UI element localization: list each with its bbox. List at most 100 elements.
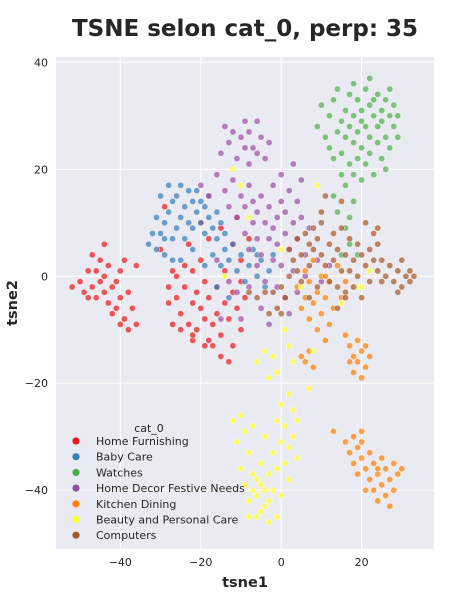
scatter-point <box>177 181 184 189</box>
scatter-point <box>289 406 297 414</box>
scatter-point <box>117 321 124 328</box>
scatter-point <box>362 85 369 93</box>
grid-lines <box>56 57 434 549</box>
scatter-point <box>209 342 217 350</box>
scatter-point <box>173 294 180 302</box>
scatter-point <box>173 192 180 200</box>
scatter-point <box>201 230 209 237</box>
scatter-point <box>173 224 180 232</box>
scatter-point <box>366 353 374 360</box>
scatter-point <box>318 310 325 318</box>
legend-label: Home Decor Festive Needs <box>96 482 245 495</box>
scatter-point <box>322 192 329 200</box>
scatter-point <box>354 240 361 248</box>
scatter-point <box>189 198 196 205</box>
scatter-point <box>237 251 245 259</box>
scatter-point <box>382 96 390 104</box>
x-tick-label: −40 <box>109 556 132 569</box>
scatter-point <box>362 486 369 494</box>
scatter-point <box>241 230 249 237</box>
scatter-point <box>253 235 261 243</box>
y-tick-label: −20 <box>25 377 48 390</box>
scatter-point <box>241 278 249 285</box>
scatter-point <box>277 438 285 446</box>
y-tick-label: 0 <box>41 270 48 283</box>
scatter-point <box>261 486 269 494</box>
scatter-point <box>265 310 273 318</box>
scatter-point <box>197 304 205 312</box>
scatter-point <box>92 294 100 302</box>
scatter-point <box>390 460 398 467</box>
scatter-point <box>181 283 188 291</box>
scatter-point <box>84 267 92 275</box>
scatter-point <box>253 476 261 483</box>
legend-label: Computers <box>96 529 157 542</box>
scatter-point <box>237 181 245 189</box>
scatter-point <box>229 176 237 184</box>
scatter-point <box>370 486 378 494</box>
scatter-point <box>394 112 402 120</box>
scatter-point <box>257 460 265 467</box>
scatter-point <box>117 294 124 302</box>
scatter-point <box>362 160 369 168</box>
scatter-point <box>354 337 361 344</box>
scatter-point <box>386 476 394 483</box>
scatter-point <box>338 149 345 157</box>
scatter-point <box>157 192 164 200</box>
scatter-point <box>293 235 301 243</box>
scatter-point <box>378 481 386 489</box>
scatter-point <box>213 310 221 318</box>
legend-entry: Home Furnishing <box>72 435 189 448</box>
scatter-point <box>189 224 196 232</box>
scatter-point <box>398 283 406 291</box>
scatter-point <box>293 198 301 205</box>
scatter-point <box>310 256 317 264</box>
scatter-point <box>273 369 281 376</box>
scatter-point <box>221 187 229 194</box>
scatter-point <box>277 246 285 253</box>
scatter-point <box>366 278 374 285</box>
scatter-point <box>386 112 394 120</box>
scatter-point <box>265 203 273 210</box>
scatter-point <box>378 117 386 125</box>
scatter-point <box>293 454 301 462</box>
scatter-point <box>338 117 345 125</box>
scatter-point <box>261 433 269 441</box>
scatter-point <box>165 299 172 307</box>
scatter-point <box>350 139 357 146</box>
scatter-point <box>382 133 390 141</box>
scatter-point <box>161 219 168 227</box>
scatter-point <box>265 321 273 328</box>
scatter-point <box>221 272 229 280</box>
scatter-point <box>105 262 112 269</box>
scatter-point <box>394 470 402 478</box>
scatter-point <box>189 299 196 307</box>
scatter-point <box>358 107 365 114</box>
scatter-point <box>193 187 200 194</box>
scatter-point <box>346 91 353 98</box>
scatter-point <box>249 486 257 494</box>
scatter-point <box>334 246 341 253</box>
scatter-point <box>273 240 281 248</box>
scatter-point <box>314 235 321 243</box>
scatter-point <box>305 240 313 248</box>
scatter-point <box>261 278 269 285</box>
scatter-point <box>326 112 333 120</box>
scatter-point <box>269 486 277 494</box>
scatter-point <box>370 112 378 120</box>
scatter-point <box>318 251 325 259</box>
scatter-point <box>257 133 265 141</box>
scatter-point <box>394 133 402 141</box>
scatter-point <box>310 246 317 253</box>
scatter-point <box>88 251 96 259</box>
scatter-point <box>153 214 160 221</box>
scatter-point <box>277 492 285 499</box>
scatter-point <box>301 267 309 275</box>
scatter-point <box>277 171 285 178</box>
scatter-point <box>185 321 192 328</box>
scatter-point <box>314 123 321 130</box>
scatter-point <box>233 438 241 446</box>
scatter-point <box>354 272 361 280</box>
scatter-point <box>233 267 241 275</box>
